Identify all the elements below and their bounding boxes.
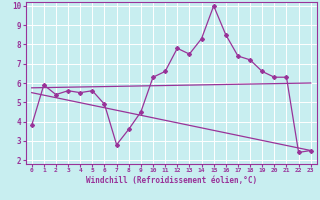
X-axis label: Windchill (Refroidissement éolien,°C): Windchill (Refroidissement éolien,°C) <box>86 176 257 185</box>
